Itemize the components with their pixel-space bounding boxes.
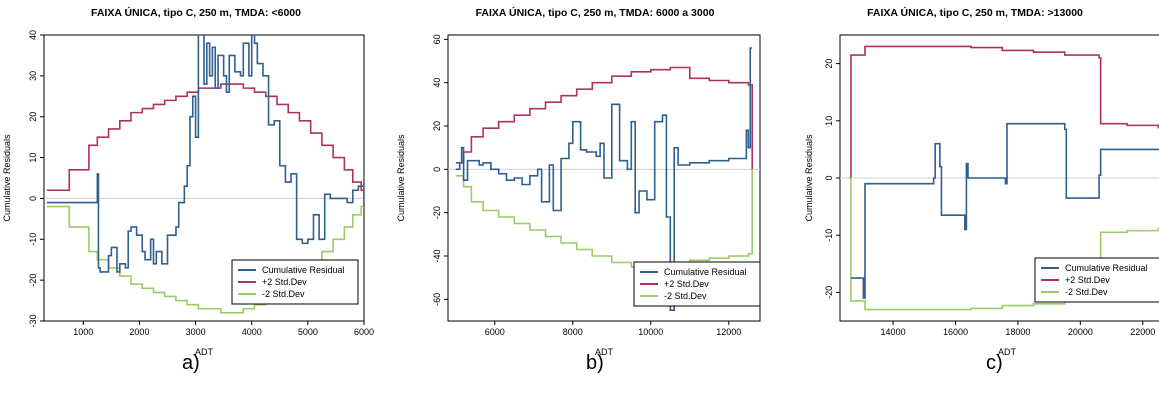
plot-frame: [447, 34, 761, 322]
legend-label: -2 Std.Dev: [262, 289, 305, 299]
x-tick-label: 14000: [881, 327, 906, 337]
legend-label: -2 Std.Dev: [1065, 287, 1108, 297]
y-tick-label: 10: [824, 116, 834, 126]
y-tick-label: 20: [28, 112, 38, 122]
legend-label: +2 Std.Dev: [664, 279, 709, 289]
series-line: [455, 66, 753, 170]
x-tick-label: 6000: [485, 327, 505, 337]
panel-label-a: a): [182, 352, 200, 374]
chart-panel-c: FAIXA ÚNICA, tipo C, 250 m, TMDA: >13000…: [790, 0, 1159, 401]
legend-label: -2 Std.Dev: [664, 291, 707, 301]
x-tick-label: 3000: [186, 327, 206, 337]
chart-title: FAIXA ÚNICA, tipo C, 250 m, TMDA: >13000: [867, 6, 1083, 19]
series-line: [849, 177, 1159, 311]
y-tick-label: 20: [824, 59, 834, 69]
legend-label: Cumulative Residual: [1065, 263, 1148, 273]
x-tick-label: 2000: [129, 327, 149, 337]
series-line: [455, 169, 753, 272]
chart-title: FAIXA ÚNICA, tipo C, 250 m, TMDA: <6000: [91, 6, 301, 19]
x-tick-label: 12000: [716, 327, 741, 337]
x-tick-label: 10000: [638, 327, 663, 337]
series-line: [849, 45, 1159, 179]
legend-label: +2 Std.Dev: [262, 277, 307, 287]
x-tick-label: 20000: [1068, 327, 1093, 337]
y-tick-label: -10: [824, 229, 834, 242]
x-tick-label: 22000: [1130, 327, 1155, 337]
legend-label: Cumulative Residual: [262, 265, 345, 275]
y-axis-label: Cumulative Residuals: [804, 134, 814, 222]
x-tick-label: 1000: [73, 327, 93, 337]
x-tick-label: 6000: [354, 327, 374, 337]
chart-panel-b: FAIXA ÚNICA, tipo C, 250 m, TMDA: 6000 a…: [390, 0, 790, 401]
y-tick-label: -30: [28, 314, 38, 327]
panel-label-c: c): [986, 352, 1003, 374]
chart-c-svg: FAIXA ÚNICA, tipo C, 250 m, TMDA: >13000…: [804, 6, 1159, 357]
x-tick-label: 18000: [1005, 327, 1030, 337]
chart-title: FAIXA ÚNICA, tipo C, 250 m, TMDA: 6000 a…: [476, 6, 715, 19]
y-tick-label: 60: [432, 34, 442, 44]
legend-label: Cumulative Residual: [664, 267, 747, 277]
y-tick-label: 0: [28, 196, 38, 201]
y-axis-label: Cumulative Residuals: [396, 134, 406, 222]
x-axis-label: ADT: [595, 347, 614, 357]
y-tick-label: -20: [28, 274, 38, 287]
y-tick-label: 30: [28, 71, 38, 81]
series-line: [455, 47, 753, 311]
series-line: [46, 35, 364, 273]
chart-a-svg: FAIXA ÚNICA, tipo C, 250 m, TMDA: <6000 1…: [2, 6, 374, 357]
x-tick-label: 4000: [242, 327, 262, 337]
y-tick-label: 10: [28, 153, 38, 163]
panel-label-b: b): [586, 352, 604, 374]
y-tick-label: 40: [28, 30, 38, 40]
y-axis-label: Cumulative Residuals: [2, 134, 12, 222]
series-line: [850, 122, 1159, 299]
x-tick-label: 5000: [298, 327, 318, 337]
y-tick-label: 20: [432, 121, 442, 131]
x-tick-label: 16000: [943, 327, 968, 337]
x-axis-label: ADT: [195, 347, 214, 357]
y-tick-label: -20: [432, 206, 442, 219]
x-tick-label: 8000: [563, 327, 583, 337]
y-tick-label: 40: [432, 78, 442, 88]
y-tick-label: 0: [432, 167, 442, 172]
chart-panel-a: FAIXA ÚNICA, tipo C, 250 m, TMDA: <6000 1…: [0, 0, 390, 401]
legend-label: +2 Std.Dev: [1065, 275, 1110, 285]
chart-b-svg: FAIXA ÚNICA, tipo C, 250 m, TMDA: 6000 a…: [396, 6, 761, 357]
y-tick-label: -20: [824, 286, 834, 299]
y-tick-label: -40: [432, 249, 442, 262]
x-axis-label: ADT: [998, 347, 1017, 357]
y-tick-label: -10: [28, 233, 38, 246]
y-tick-label: -60: [432, 293, 442, 306]
series-line: [46, 83, 364, 199]
y-tick-label: 0: [824, 175, 834, 180]
